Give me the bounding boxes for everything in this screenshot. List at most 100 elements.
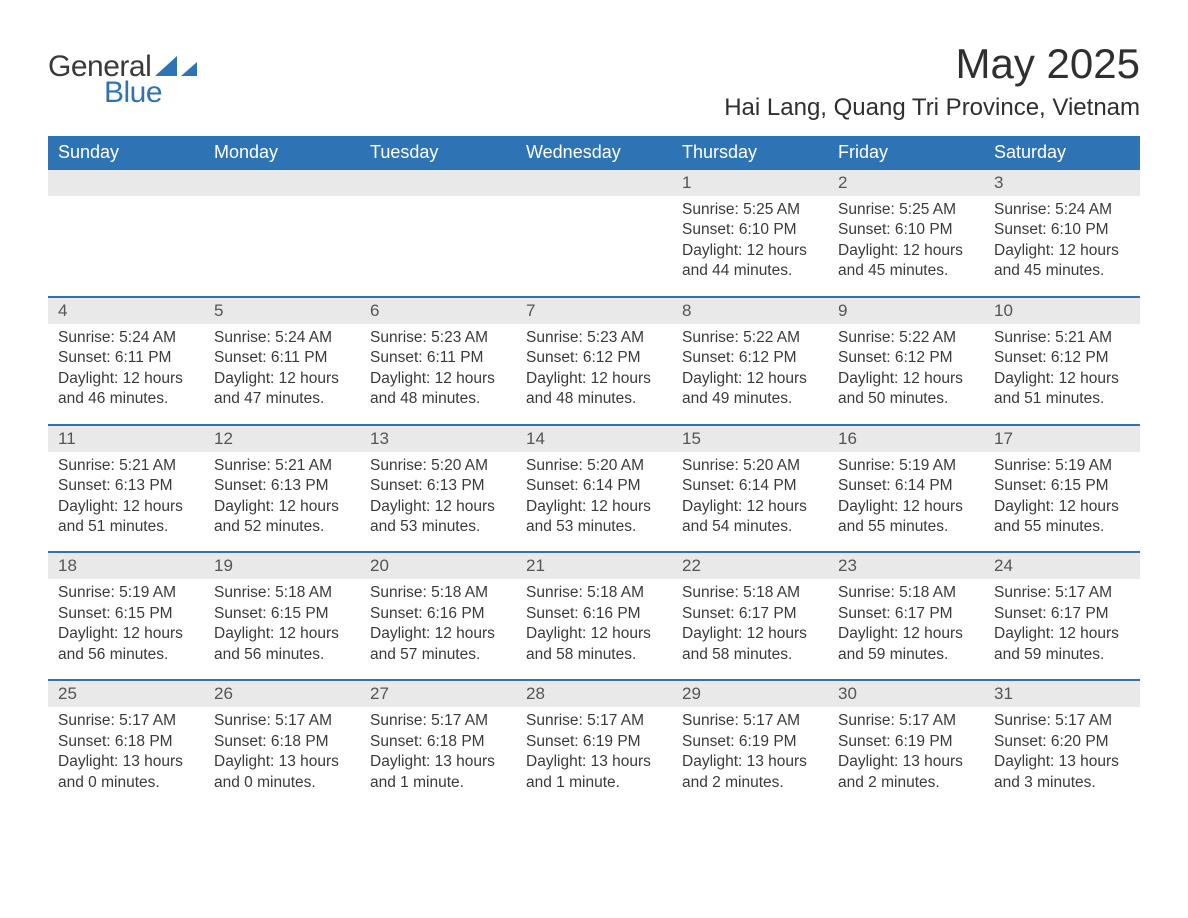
sunrise-text: Sunrise: 5:21 AM [994, 328, 1130, 348]
daylight-text: Daylight: 12 hours and 58 minutes. [682, 624, 818, 665]
sunrise-text: Sunrise: 5:17 AM [682, 711, 818, 731]
sunset-text: Sunset: 6:11 PM [58, 348, 194, 368]
sunrise-text: Sunrise: 5:21 AM [58, 456, 194, 476]
day-body [516, 196, 672, 200]
day-body: Sunrise: 5:18 AMSunset: 6:16 PMDaylight:… [516, 579, 672, 665]
weekday-header-row: SundayMondayTuesdayWednesdayThursdayFrid… [48, 136, 1140, 170]
day-cell: 3Sunrise: 5:24 AMSunset: 6:10 PMDaylight… [984, 170, 1140, 296]
day-number: 15 [672, 426, 828, 452]
day-cell: 18Sunrise: 5:19 AMSunset: 6:15 PMDayligh… [48, 553, 204, 679]
daylight-text: Daylight: 12 hours and 59 minutes. [994, 624, 1130, 665]
day-cell: 11Sunrise: 5:21 AMSunset: 6:13 PMDayligh… [48, 426, 204, 552]
day-cell: 4Sunrise: 5:24 AMSunset: 6:11 PMDaylight… [48, 298, 204, 424]
sunset-text: Sunset: 6:17 PM [994, 604, 1130, 624]
sunrise-text: Sunrise: 5:20 AM [370, 456, 506, 476]
sunset-text: Sunset: 6:16 PM [526, 604, 662, 624]
weekday-header: Wednesday [516, 136, 672, 170]
day-body: Sunrise: 5:18 AMSunset: 6:17 PMDaylight:… [672, 579, 828, 665]
day-cell: 8Sunrise: 5:22 AMSunset: 6:12 PMDaylight… [672, 298, 828, 424]
day-cell [516, 170, 672, 296]
sunrise-text: Sunrise: 5:20 AM [682, 456, 818, 476]
week-row: 25Sunrise: 5:17 AMSunset: 6:18 PMDayligh… [48, 679, 1140, 807]
day-number [48, 170, 204, 196]
top-region: General Blue May 2025 Hai Lang, Quang Tr… [48, 40, 1140, 132]
daylight-text: Daylight: 12 hours and 53 minutes. [370, 497, 506, 538]
weekday-header: Tuesday [360, 136, 516, 170]
page: General Blue May 2025 Hai Lang, Quang Tr… [0, 0, 1188, 847]
day-cell: 30Sunrise: 5:17 AMSunset: 6:19 PMDayligh… [828, 681, 984, 807]
day-number: 1 [672, 170, 828, 196]
weekday-header: Sunday [48, 136, 204, 170]
daylight-text: Daylight: 13 hours and 1 minute. [370, 752, 506, 793]
day-body: Sunrise: 5:21 AMSunset: 6:13 PMDaylight:… [48, 452, 204, 538]
day-body: Sunrise: 5:24 AMSunset: 6:10 PMDaylight:… [984, 196, 1140, 282]
daylight-text: Daylight: 12 hours and 48 minutes. [526, 369, 662, 410]
day-number: 8 [672, 298, 828, 324]
day-cell: 31Sunrise: 5:17 AMSunset: 6:20 PMDayligh… [984, 681, 1140, 807]
day-body: Sunrise: 5:18 AMSunset: 6:15 PMDaylight:… [204, 579, 360, 665]
sunset-text: Sunset: 6:12 PM [526, 348, 662, 368]
daylight-text: Daylight: 12 hours and 59 minutes. [838, 624, 974, 665]
sunrise-text: Sunrise: 5:18 AM [682, 583, 818, 603]
day-body: Sunrise: 5:24 AMSunset: 6:11 PMDaylight:… [48, 324, 204, 410]
day-number: 20 [360, 553, 516, 579]
sunrise-text: Sunrise: 5:20 AM [526, 456, 662, 476]
sunrise-text: Sunrise: 5:23 AM [526, 328, 662, 348]
day-body: Sunrise: 5:17 AMSunset: 6:19 PMDaylight:… [828, 707, 984, 793]
logo: General Blue [48, 50, 197, 110]
day-cell: 16Sunrise: 5:19 AMSunset: 6:14 PMDayligh… [828, 426, 984, 552]
daylight-text: Daylight: 12 hours and 55 minutes. [838, 497, 974, 538]
day-number: 2 [828, 170, 984, 196]
day-cell: 26Sunrise: 5:17 AMSunset: 6:18 PMDayligh… [204, 681, 360, 807]
logo-word-2: Blue [104, 76, 197, 110]
day-body: Sunrise: 5:19 AMSunset: 6:15 PMDaylight:… [984, 452, 1140, 538]
day-number: 23 [828, 553, 984, 579]
day-cell: 19Sunrise: 5:18 AMSunset: 6:15 PMDayligh… [204, 553, 360, 679]
daylight-text: Daylight: 13 hours and 2 minutes. [682, 752, 818, 793]
sunset-text: Sunset: 6:11 PM [370, 348, 506, 368]
day-number [516, 170, 672, 196]
daylight-text: Daylight: 13 hours and 1 minute. [526, 752, 662, 793]
day-number: 16 [828, 426, 984, 452]
daylight-text: Daylight: 12 hours and 46 minutes. [58, 369, 194, 410]
sunset-text: Sunset: 6:12 PM [994, 348, 1130, 368]
sunset-text: Sunset: 6:15 PM [994, 476, 1130, 496]
daylight-text: Daylight: 13 hours and 0 minutes. [58, 752, 194, 793]
daylight-text: Daylight: 12 hours and 47 minutes. [214, 369, 350, 410]
weekday-header: Monday [204, 136, 360, 170]
sunset-text: Sunset: 6:14 PM [838, 476, 974, 496]
week-row: 1Sunrise: 5:25 AMSunset: 6:10 PMDaylight… [48, 170, 1140, 296]
sunrise-text: Sunrise: 5:17 AM [526, 711, 662, 731]
sunrise-text: Sunrise: 5:17 AM [370, 711, 506, 731]
day-number: 12 [204, 426, 360, 452]
day-cell: 28Sunrise: 5:17 AMSunset: 6:19 PMDayligh… [516, 681, 672, 807]
day-cell: 7Sunrise: 5:23 AMSunset: 6:12 PMDaylight… [516, 298, 672, 424]
day-cell: 21Sunrise: 5:18 AMSunset: 6:16 PMDayligh… [516, 553, 672, 679]
day-number: 7 [516, 298, 672, 324]
day-body: Sunrise: 5:23 AMSunset: 6:12 PMDaylight:… [516, 324, 672, 410]
sunset-text: Sunset: 6:20 PM [994, 732, 1130, 752]
day-number: 9 [828, 298, 984, 324]
day-body: Sunrise: 5:24 AMSunset: 6:11 PMDaylight:… [204, 324, 360, 410]
weekday-header: Friday [828, 136, 984, 170]
daylight-text: Daylight: 13 hours and 0 minutes. [214, 752, 350, 793]
title-block: May 2025 Hai Lang, Quang Tri Province, V… [724, 40, 1140, 132]
daylight-text: Daylight: 12 hours and 45 minutes. [994, 241, 1130, 282]
daylight-text: Daylight: 12 hours and 55 minutes. [994, 497, 1130, 538]
sunrise-text: Sunrise: 5:18 AM [526, 583, 662, 603]
day-body: Sunrise: 5:17 AMSunset: 6:19 PMDaylight:… [516, 707, 672, 793]
day-number: 17 [984, 426, 1140, 452]
day-number: 4 [48, 298, 204, 324]
sunrise-text: Sunrise: 5:18 AM [370, 583, 506, 603]
day-body: Sunrise: 5:20 AMSunset: 6:14 PMDaylight:… [672, 452, 828, 538]
daylight-text: Daylight: 12 hours and 45 minutes. [838, 241, 974, 282]
day-number [204, 170, 360, 196]
day-number: 30 [828, 681, 984, 707]
daylight-text: Daylight: 12 hours and 49 minutes. [682, 369, 818, 410]
day-cell: 27Sunrise: 5:17 AMSunset: 6:18 PMDayligh… [360, 681, 516, 807]
sunrise-text: Sunrise: 5:19 AM [58, 583, 194, 603]
sunset-text: Sunset: 6:19 PM [838, 732, 974, 752]
sunrise-text: Sunrise: 5:22 AM [838, 328, 974, 348]
day-number: 19 [204, 553, 360, 579]
day-body: Sunrise: 5:20 AMSunset: 6:13 PMDaylight:… [360, 452, 516, 538]
